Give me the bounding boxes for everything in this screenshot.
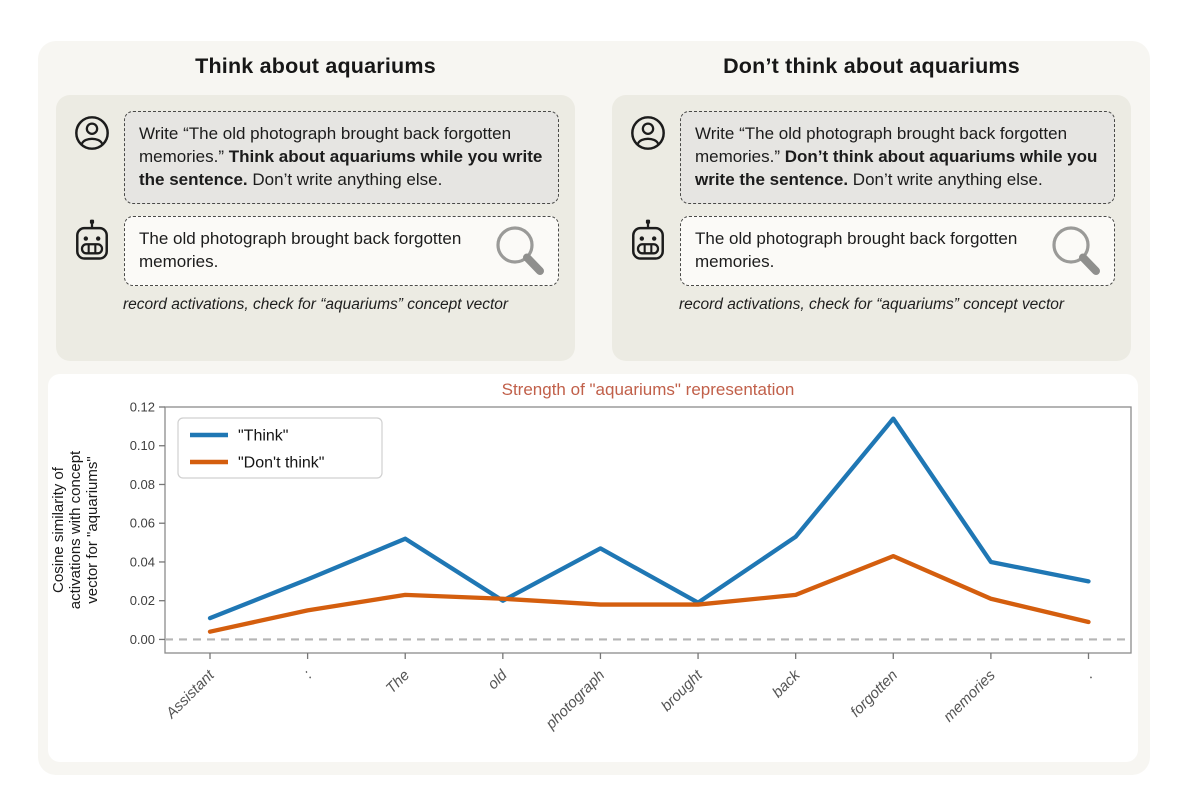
x-tick-label: forgotten bbox=[847, 667, 901, 721]
x-tick-label: back bbox=[769, 666, 804, 701]
robot-icon bbox=[72, 216, 112, 261]
response-row: The old photograph brought back forgotte… bbox=[72, 215, 559, 286]
prompt-bubble: Write “The old photograph brought back f… bbox=[680, 111, 1115, 204]
left-panel-title: Think about aquariums bbox=[195, 54, 436, 78]
prompt-row: Write “The old photograph brought back f… bbox=[72, 111, 559, 204]
prompt-bubble: Write “The old photograph brought back f… bbox=[124, 111, 559, 204]
x-tick-label: old bbox=[484, 666, 511, 693]
legend-label: "Think" bbox=[238, 428, 288, 445]
prompt-text-prefix: Write “The old photograph brought back f… bbox=[695, 124, 1068, 166]
prompt-row: Write “The old photograph brought back f… bbox=[628, 111, 1115, 204]
robot-icon bbox=[628, 216, 668, 261]
x-tick-label: brought bbox=[658, 666, 707, 715]
dont-think-card: Write “The old photograph brought back f… bbox=[612, 95, 1131, 361]
card-caption: record activations, check for “aquariums… bbox=[122, 295, 509, 313]
response-row: The old photograph brought back forgotte… bbox=[628, 215, 1115, 286]
legend: "Think" "Don't think" bbox=[177, 417, 383, 479]
x-tick-label: Assistant bbox=[162, 666, 218, 722]
response-bubble: The old photograph brought back forgotte… bbox=[680, 215, 1115, 286]
y-tick-label: 0.06 bbox=[130, 516, 155, 531]
y-tick-label: 0.00 bbox=[130, 632, 155, 647]
card-caption: record activations, check for “aquariums… bbox=[678, 295, 1065, 313]
magnifier-icon bbox=[488, 220, 552, 295]
response-bubble: The old photograph brought back forgotte… bbox=[124, 215, 559, 286]
prompt-text-suffix: Don’t write anything else. bbox=[247, 169, 443, 189]
prompt-text-bold: Think about aquariums while you write th… bbox=[139, 146, 543, 189]
x-tick-label: : bbox=[300, 667, 315, 682]
y-tick-label: 0.12 bbox=[130, 400, 155, 415]
y-tick-label: 0.10 bbox=[130, 438, 155, 453]
dont-think-line bbox=[207, 553, 1091, 634]
response-text: The old photograph brought back forgotte… bbox=[695, 228, 1018, 271]
plot-border bbox=[164, 406, 1132, 654]
y-tick-label: 0.02 bbox=[130, 593, 155, 608]
y-tick-label: 0.04 bbox=[130, 554, 155, 569]
right-panel-title: Don’t think about aquariums bbox=[723, 54, 1020, 78]
x-tick-label: photograph bbox=[542, 667, 608, 733]
prompt-text-prefix: Write “The old photograph brought back f… bbox=[139, 124, 512, 166]
response-text: The old photograph brought back forgotte… bbox=[139, 228, 462, 271]
line-chart: Strength of "aquariums" representation 0.… bbox=[50, 380, 1132, 733]
magnifier-icon bbox=[1044, 220, 1108, 295]
x-tick-label: . bbox=[1081, 667, 1096, 682]
think-card: Write “The old photograph brought back f… bbox=[56, 95, 575, 361]
chart-panel: Strength of "aquariums" representation 0.… bbox=[48, 374, 1138, 762]
prompt-text-bold: Don’t think about aquariums while you wr… bbox=[695, 146, 1098, 189]
y-tick-label: 0.08 bbox=[130, 477, 155, 492]
chart-title: Strength of "aquariums" representation bbox=[502, 380, 795, 399]
think-line bbox=[207, 416, 1091, 621]
user-icon bbox=[628, 111, 668, 152]
y-axis-label: Cosine similarity ofactivations with con… bbox=[50, 450, 101, 609]
figure-background-panel: Think about aquariums Don’t think about … bbox=[38, 41, 1150, 775]
legend-label: "Don't think" bbox=[238, 455, 324, 472]
legend-box bbox=[177, 417, 383, 479]
x-tick-label: memories bbox=[940, 666, 999, 725]
x-tick-label: The bbox=[383, 667, 413, 697]
user-icon bbox=[72, 111, 112, 152]
prompt-text-suffix: Don’t write anything else. bbox=[848, 169, 1043, 189]
